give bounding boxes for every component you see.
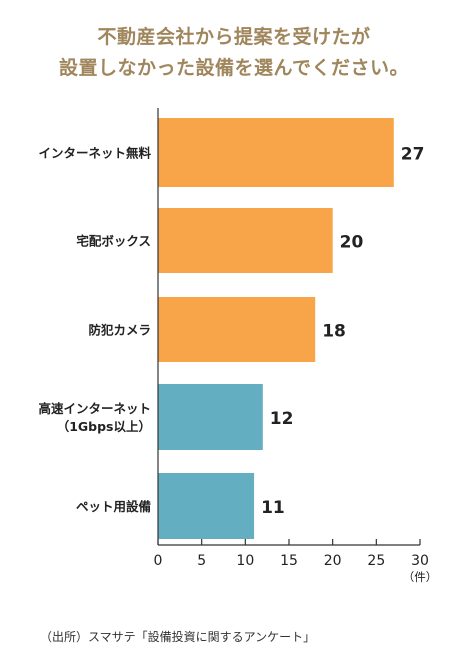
- bar-3: [158, 384, 263, 450]
- category-label-4: ペット用設備: [76, 499, 152, 514]
- x-tick-label-5: 25: [367, 553, 385, 569]
- x-tick-label-4: 20: [324, 553, 342, 569]
- bar-2: [158, 297, 316, 362]
- bar-1: [158, 208, 333, 273]
- category-label-0: インターネット無料: [38, 146, 151, 161]
- x-tick-label-2: 10: [236, 553, 254, 569]
- x-tick-label-6: 30: [411, 553, 429, 569]
- category-label-3-1: （1Gbps以上）: [57, 419, 151, 434]
- data-label-3: 12: [270, 409, 294, 429]
- bar-4: [158, 473, 255, 539]
- bar-chart: 27 インターネット無料 20 宅配ボックス 18 防犯カメラ 12 高速インターネット （1G…: [38, 108, 438, 584]
- source-note: （出所）スマサテ「設備投資に関するアンケート」: [40, 630, 316, 644]
- x-tick-label-1: 5: [197, 553, 206, 569]
- data-label-0: 27: [401, 145, 425, 165]
- bar-0: [158, 118, 394, 187]
- category-label-1: 宅配ボックス: [76, 234, 151, 249]
- x-tick-label-3: 15: [280, 553, 298, 569]
- chart-title-line-2: 設置しなかった設備を選んでください。: [58, 57, 410, 79]
- chart-title-line-1: 不動産会社から提案を受けたが: [97, 26, 371, 48]
- category-label-2: 防犯カメラ: [88, 323, 151, 338]
- data-label-1: 20: [340, 233, 364, 253]
- x-tick-label-0: 0: [154, 553, 163, 569]
- data-label-4: 11: [261, 498, 285, 518]
- data-label-2: 18: [322, 322, 346, 342]
- category-label-3-0: 高速インターネット: [38, 401, 151, 416]
- x-unit-label: （件）: [403, 570, 438, 584]
